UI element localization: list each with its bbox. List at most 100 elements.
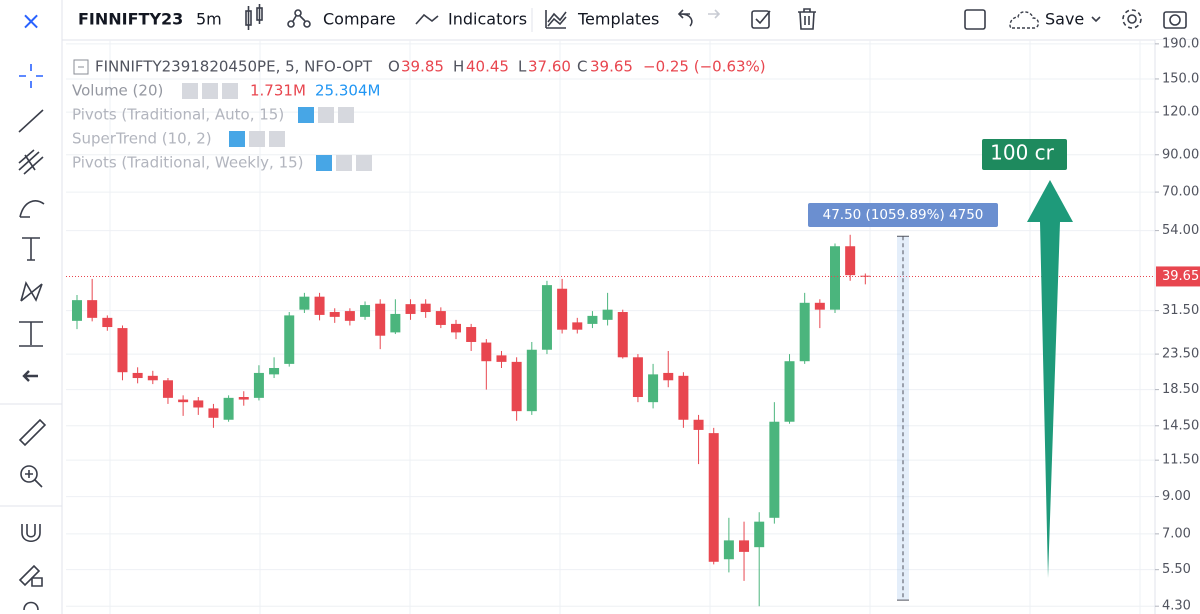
top-bar [0,0,1200,40]
candle-body [739,540,750,552]
y-tick-label: 23.50 [1162,347,1199,362]
candle-body [162,380,173,398]
candle-body [572,322,583,330]
visibility-button[interactable] [298,107,314,123]
settings-button[interactable] [318,107,334,123]
candle-body [769,421,780,518]
candle-body [405,304,416,314]
y-tick-label: 90.00 [1162,147,1199,162]
volume-average: 25.304M [315,82,380,100]
fib-tool[interactable] [18,149,44,175]
candle-body [253,372,264,398]
remove-button[interactable] [356,155,372,171]
back-tool[interactable] [22,370,38,382]
legend-close-key: C [577,58,587,76]
zoom-tool[interactable] [20,465,43,488]
remove-button[interactable] [338,107,354,123]
candle-body [663,372,674,381]
compare-button[interactable]: Compare [323,10,396,29]
legend-high: 40.45 [466,58,509,76]
legend-low: 37.60 [528,58,571,76]
candle-body [208,408,219,418]
interval-button[interactable]: 5m [196,10,222,29]
y-tick-label: 54.00 [1162,223,1199,238]
candle-body [435,311,446,325]
chart-type-icon[interactable] [245,4,263,30]
indicator-name: Volume (20) [72,82,163,100]
remove-button[interactable] [222,83,238,99]
templates-icon[interactable] [545,10,567,29]
indicators-button[interactable]: Indicators [448,10,527,29]
candle-body [723,540,734,560]
undo-button[interactable] [677,9,693,27]
visibility-button[interactable] [182,83,198,99]
delete-button[interactable] [798,8,816,30]
candle-body [708,433,719,562]
candle-body [87,300,98,318]
legend-open: 39.85 [401,58,444,76]
symbol-button[interactable]: FINNIFTY23 [78,10,183,29]
left-toolbar [18,64,47,611]
candle-body [102,317,113,328]
y-tick-label: 31.50 [1162,303,1199,318]
volume-value: 1.731M [250,82,306,100]
y-tick-label: 190.00 [1162,36,1200,51]
y-tick-label: 18.50 [1162,382,1199,397]
legend-open-key: O [388,58,400,76]
candle-body [602,309,613,320]
close-button[interactable]: × [21,7,41,35]
magnet-tool[interactable] [21,524,41,543]
last-price-box [1156,266,1200,287]
compare-icon[interactable] [287,9,311,28]
redo-button[interactable] [708,9,721,19]
candle-body [511,361,522,412]
visibility-button[interactable] [316,155,332,171]
annotation-text: 100 cr [990,141,1055,165]
settings-button[interactable] [336,155,352,171]
collapse-button[interactable] [73,59,89,75]
brush-tool[interactable] [19,200,45,218]
indicator-name: SuperTrend (10, 2) [72,130,212,148]
templates-button[interactable]: Templates [577,10,659,29]
measure-label-box [808,203,998,227]
y-tick-label: 5.50 [1162,562,1191,577]
pattern-tool[interactable] [20,280,43,302]
screenshot-button[interactable] [1163,11,1187,29]
y-tick-label: 7.00 [1162,526,1191,541]
candle-body [329,312,340,317]
measure-area [897,236,909,601]
indicators-icon[interactable] [415,13,439,25]
remove-button[interactable] [269,131,285,147]
lock-tool[interactable] [18,564,43,587]
measure-label: 47.50 (1059.89%) 4750 [823,207,984,223]
save-button[interactable]: Save [1045,10,1084,29]
crosshair-tool[interactable] [19,64,43,88]
candle-body [223,397,234,420]
candle-body [526,349,537,412]
settings-button[interactable] [202,83,218,99]
candle-body [814,302,825,310]
y-tick-label: 70.00 [1162,185,1199,200]
hide-tool[interactable] [23,601,39,611]
candle-body [632,357,643,398]
cloud-icon[interactable] [1009,11,1040,29]
layout-button[interactable] [964,9,986,30]
text-tool[interactable] [22,237,40,261]
settings-button[interactable] [1122,9,1142,29]
settings-button[interactable] [249,131,265,147]
legend-close: 39.65 [590,58,633,76]
prediction-tool[interactable] [19,321,43,347]
y-tick-label: 14.50 [1162,418,1199,433]
check-button[interactable] [751,10,771,29]
trend-line-tool[interactable] [18,109,44,133]
candle-body [830,246,840,310]
annotation-box [982,139,1067,170]
save-menu[interactable] [1091,16,1101,23]
price-axis [1155,40,1200,614]
measure-tool[interactable] [18,418,47,447]
legend-change: −0.25 (−0.63%) [643,58,766,76]
candle-body [784,361,795,422]
grid [66,43,1155,607]
visibility-button[interactable] [229,131,245,147]
